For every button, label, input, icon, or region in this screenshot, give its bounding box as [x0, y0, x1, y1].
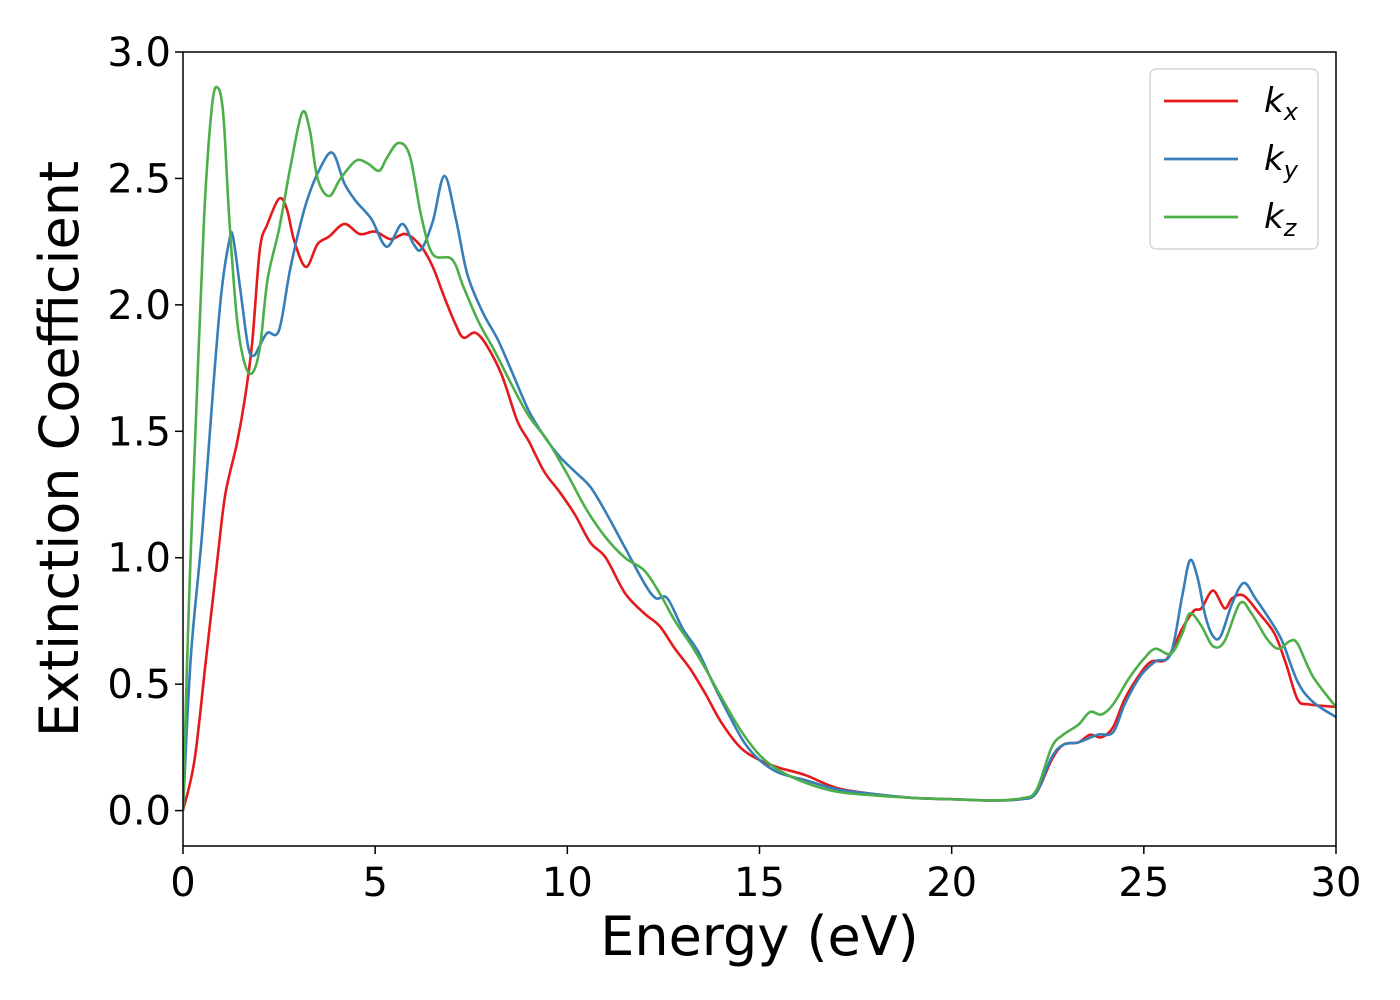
y-tick-label: 3.0	[107, 30, 171, 76]
x-tick-label: 10	[542, 860, 593, 906]
y-tick-label: 1.0	[107, 536, 171, 582]
y-tick-label: 2.0	[107, 283, 171, 329]
y-axis-ticks: 0.0 0.5 1.0 1.5 2.0 2.5 3.0	[107, 30, 183, 835]
y-tick-label: 0.0	[107, 789, 171, 835]
x-axis-label: Energy (eV)	[600, 905, 919, 968]
x-tick-label: 25	[1118, 860, 1169, 906]
y-tick-label: 2.5	[107, 156, 171, 202]
x-axis-ticks: 0 5 10 15 20 25 30	[170, 846, 1361, 906]
x-tick-label: 0	[170, 860, 195, 906]
y-tick-label: 0.5	[107, 662, 171, 708]
series-line-ky	[183, 151, 1336, 811]
x-tick-label: 15	[734, 860, 785, 906]
x-tick-label: 20	[926, 860, 977, 906]
x-tick-label: 5	[362, 860, 387, 906]
series-layer	[183, 85, 1336, 811]
series-line-kz	[183, 85, 1336, 811]
legend-entry-label: kz	[1264, 197, 1298, 242]
x-tick-label: 30	[1311, 860, 1362, 906]
series-line-kx	[183, 196, 1336, 811]
y-axis-label: Extinction Coefficient	[28, 161, 91, 737]
y-tick-label: 1.5	[107, 409, 171, 455]
